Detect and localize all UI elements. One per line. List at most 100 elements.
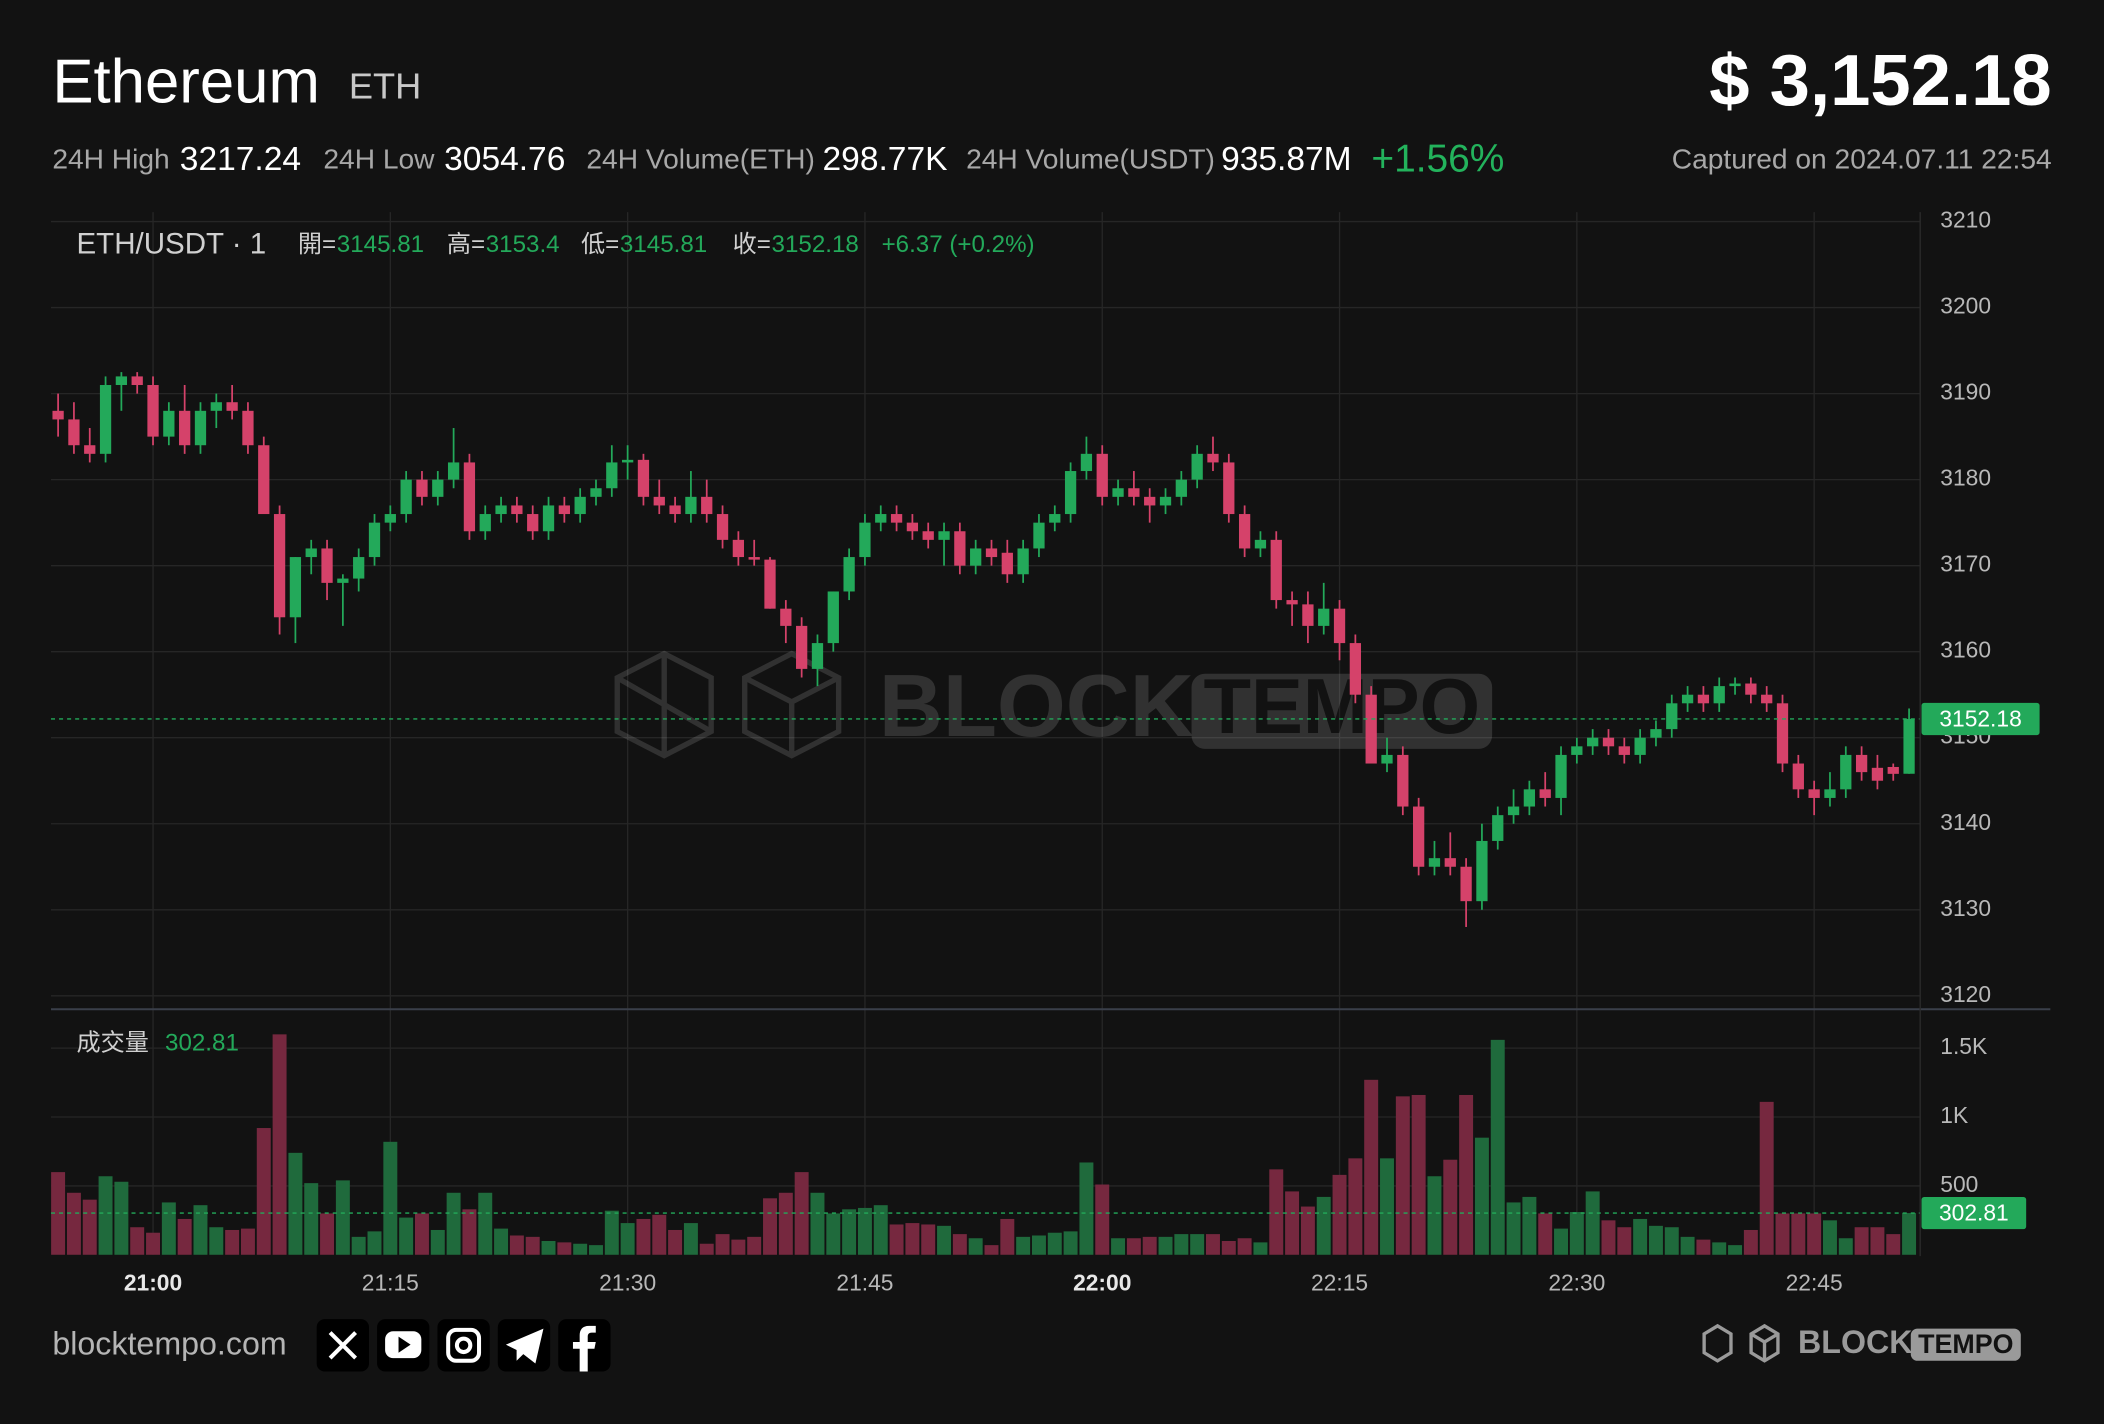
volume-bar <box>1063 1231 1078 1255</box>
change: +1.56% <box>1371 137 1504 180</box>
instagram-icon[interactable] <box>437 1319 490 1372</box>
x-tick-label: 22:30 <box>1548 1269 1605 1295</box>
volume-bar <box>1696 1239 1711 1255</box>
candle-body <box>99 385 112 454</box>
candle-body <box>875 514 887 523</box>
candle-body <box>1507 806 1520 816</box>
candle-body <box>1460 866 1472 902</box>
v-tick-label: 1K <box>1940 1102 1968 1128</box>
volume-legend-label: 成交量 <box>76 1029 148 1056</box>
candle-body <box>558 505 570 515</box>
volume-bar <box>699 1243 714 1255</box>
volume-bar <box>1474 1137 1489 1255</box>
volume-bar <box>842 1209 857 1255</box>
social-icons <box>316 1319 611 1372</box>
volume-bar <box>383 1141 398 1255</box>
volume-bar <box>177 1218 192 1255</box>
candle-body <box>1144 496 1156 506</box>
candle-body <box>669 505 681 515</box>
last-price-label: 3152.18 <box>1939 705 2021 731</box>
volume-bar <box>589 1245 603 1255</box>
volume-bar <box>1538 1213 1553 1255</box>
volume-bar <box>1617 1227 1632 1255</box>
telegram-glyph <box>505 1328 544 1364</box>
candle-body <box>1096 453 1108 497</box>
volume-bar <box>541 1240 556 1255</box>
y-tick-label: 3210 <box>1940 207 1991 233</box>
instagram-lens <box>454 1336 473 1355</box>
volume-bar <box>1174 1234 1189 1255</box>
stat-value: 3217.24 <box>180 141 301 178</box>
candle-body <box>1824 789 1836 798</box>
volume-bar <box>288 1152 303 1255</box>
candle-body <box>1428 858 1441 867</box>
grid <box>50 212 1921 1255</box>
volume-bar <box>225 1229 240 1255</box>
candle-body <box>1318 608 1330 626</box>
candle-body <box>590 488 602 497</box>
volume-bar <box>1253 1242 1268 1255</box>
candle-body <box>764 559 776 609</box>
y-tick-label: 3140 <box>1940 809 1991 835</box>
volume-bar <box>1854 1227 1869 1255</box>
volume-bar <box>240 1228 255 1255</box>
volume-bar <box>161 1202 176 1255</box>
candle-body <box>353 557 365 579</box>
candle-body <box>68 419 80 446</box>
candle-body <box>463 462 476 532</box>
candle-body <box>1571 746 1583 755</box>
volume-bar <box>763 1198 777 1255</box>
x-glyph <box>328 1331 358 1360</box>
y-tick-label: 3180 <box>1940 465 1991 491</box>
volume-bar <box>51 1172 66 1255</box>
volume-bar <box>857 1207 872 1255</box>
volume-bar <box>1870 1227 1885 1255</box>
candle-body <box>954 531 966 566</box>
volume-bar <box>114 1181 129 1255</box>
candle-body <box>1523 789 1536 807</box>
volume-bar <box>209 1227 224 1255</box>
legend-value: 3152.18 <box>772 231 859 258</box>
x-tick-label: 21:15 <box>362 1269 419 1295</box>
candle-body <box>1634 737 1646 755</box>
candle-body <box>527 514 539 532</box>
logo-icon <box>1702 1323 1780 1363</box>
legend-label: 低= <box>581 231 619 258</box>
volume-bar <box>1807 1213 1822 1255</box>
candle-body <box>400 479 412 515</box>
volume-bar <box>272 1034 287 1255</box>
candle-body <box>1159 496 1172 506</box>
candle-body <box>416 479 428 497</box>
x-tick-label: 21:00 <box>124 1269 182 1295</box>
candle-body <box>1191 453 1203 480</box>
volume-bar <box>399 1217 414 1255</box>
x-tick-label: 22:45 <box>1786 1269 1843 1295</box>
volume-bar <box>1031 1235 1046 1255</box>
watermark-text: TEMPO <box>1203 664 1480 750</box>
facebook-glyph <box>572 1325 596 1372</box>
candle-body <box>1223 462 1235 515</box>
candle-body <box>1602 737 1615 747</box>
instagram-glyph <box>446 1327 482 1363</box>
volume-bar <box>1111 1238 1126 1255</box>
candle-body <box>495 505 507 515</box>
candle-body <box>1887 766 1899 774</box>
volume-bar <box>1633 1218 1648 1255</box>
candle-body <box>653 496 665 506</box>
candle-body <box>1333 608 1346 644</box>
volume-bar <box>462 1209 477 1255</box>
volume-bar <box>1902 1213 1917 1255</box>
candle-body <box>574 496 586 515</box>
candle-body <box>796 625 808 669</box>
candle-body <box>716 514 729 540</box>
candle-body <box>447 462 460 480</box>
volume-bar <box>1206 1234 1220 1255</box>
volume-bar <box>826 1213 841 1255</box>
stat-value: 935.87M <box>1221 141 1352 178</box>
volume-bar <box>1791 1213 1806 1255</box>
legend-change: +6.37 (+0.2%) <box>882 231 1035 258</box>
volume-bar <box>82 1199 97 1255</box>
candle-body <box>542 505 555 532</box>
candle-body <box>1776 703 1789 764</box>
